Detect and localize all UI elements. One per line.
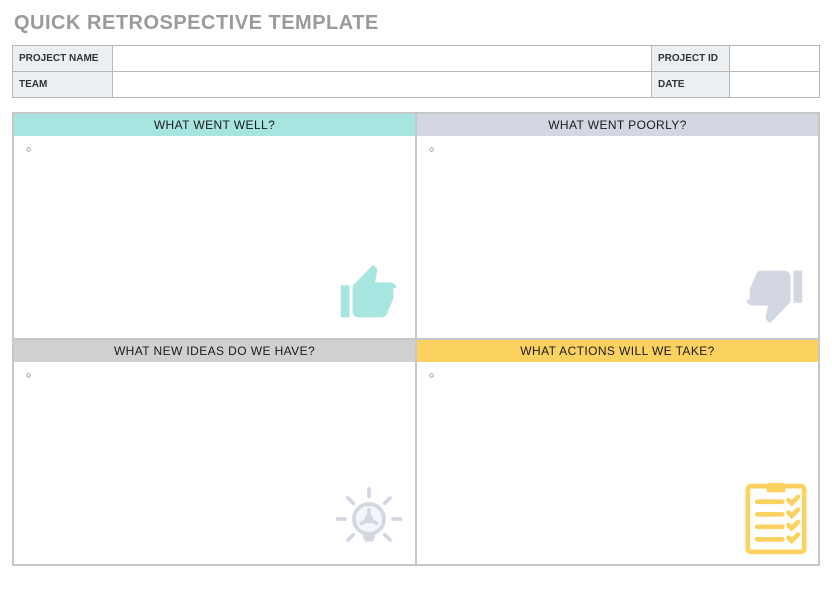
quadrant-body[interactable]: ○ [417,362,818,564]
quadrant-header: WHAT ACTIONS WILL WE TAKE? [417,340,818,362]
team-value[interactable] [113,72,652,98]
bullet-icon: ○ [26,144,31,154]
quadrant-body[interactable]: ○ [14,362,415,564]
page-title: QUICK RETROSPECTIVE TEMPLATE [14,12,820,35]
quadrant-body[interactable]: ○ [14,136,415,338]
quadrant-header: WHAT WENT WELL? [14,114,415,136]
quadrant-header: WHAT WENT POORLY? [417,114,818,136]
project-name-label: PROJECT NAME [13,46,113,72]
date-label: DATE [652,72,730,98]
retrospective-grid: WHAT WENT WELL? ○ WHAT WENT POORLY? ○ WH [12,112,820,566]
date-value[interactable] [730,72,820,98]
bullet-icon: ○ [429,370,434,380]
project-id-label: PROJECT ID [652,46,730,72]
lightbulb-icon [333,483,405,558]
quadrant-actions: WHAT ACTIONS WILL WE TAKE? ○ [416,339,819,565]
thumbs-up-icon [335,259,405,332]
meta-table: PROJECT NAME PROJECT ID TEAM DATE [12,45,820,98]
project-id-value[interactable] [730,46,820,72]
checklist-icon [744,483,808,558]
team-label: TEAM [13,72,113,98]
thumbs-down-icon [738,259,808,332]
quadrant-went-well: WHAT WENT WELL? ○ [13,113,416,339]
bullet-icon: ○ [26,370,31,380]
project-name-value[interactable] [113,46,652,72]
quadrant-body[interactable]: ○ [417,136,818,338]
quadrant-went-poorly: WHAT WENT POORLY? ○ [416,113,819,339]
bullet-icon: ○ [429,144,434,154]
quadrant-new-ideas: WHAT NEW IDEAS DO WE HAVE? ○ [13,339,416,565]
quadrant-header: WHAT NEW IDEAS DO WE HAVE? [14,340,415,362]
